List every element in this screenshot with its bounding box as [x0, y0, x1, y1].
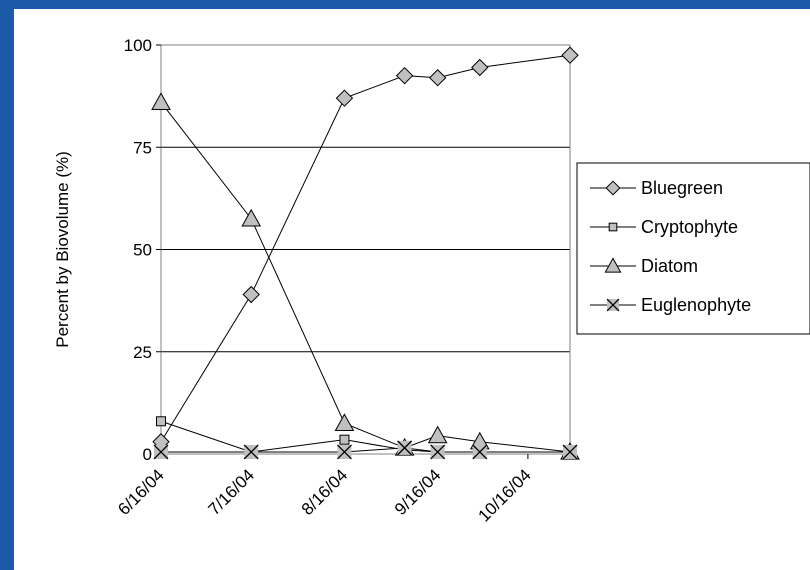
y-tick-label: 50 [133, 241, 152, 260]
data-point-bluegreen [561, 46, 579, 64]
y-tick-label: 100 [124, 36, 152, 55]
legend-label-bluegreen: Bluegreen [641, 178, 723, 198]
data-point-euglenophyte [336, 444, 352, 460]
x-tick-label: 7/16/04 [204, 465, 258, 519]
y-tick-label: 75 [133, 138, 152, 157]
series-line-bluegreen [160, 54, 571, 442]
x-marker-stroke [397, 440, 413, 456]
x-marker-stroke [336, 444, 352, 460]
series-line-diatom [160, 101, 571, 453]
data-point-diatom [427, 425, 448, 444]
data-point-bluegreen [395, 66, 414, 85]
series-line-euglenophyte [161, 447, 570, 453]
y-tick-label: 25 [133, 343, 152, 362]
legend-label-diatom: Diatom [641, 256, 698, 276]
data-point-euglenophyte [243, 444, 259, 460]
data-point-euglenophyte [472, 444, 488, 460]
data-point-euglenophyte [153, 444, 169, 460]
data-point-diatom [334, 413, 355, 432]
x-tick-label: 10/16/04 [474, 465, 534, 525]
legend-label-euglenophyte: Euglenophyte [641, 295, 751, 315]
x-marker-stroke [430, 444, 446, 460]
y-tick-label: 0 [143, 445, 152, 464]
chart-frame: 0 25 50 75 100 6/16/04 7/16/04 8/16/04 9/16/04 1… [14, 9, 810, 570]
legend-marker-diatom [604, 257, 622, 273]
x-marker-stroke [472, 444, 488, 460]
series-markers [151, 46, 580, 460]
legend-label-cryptophyte: Cryptophyte [641, 217, 738, 237]
x-tick-label: 6/16/04 [114, 465, 168, 519]
data-point-bluegreen [428, 69, 447, 87]
x-tick-label: 9/16/04 [391, 465, 445, 519]
data-point-bluegreen [335, 89, 354, 107]
data-point-euglenophyte [430, 444, 446, 460]
x-marker-stroke [606, 298, 620, 312]
x-marker-stroke [243, 444, 259, 460]
data-point-euglenophyte [397, 440, 413, 456]
gridlines [160, 44, 570, 455]
data-point-euglenophyte [562, 444, 578, 460]
legend-marker-euglenophyte [606, 298, 620, 312]
data-point-diatom [241, 208, 262, 227]
line-chart: 0 25 50 75 100 6/16/04 7/16/04 8/16/04 9/16/04 1… [53, 36, 810, 526]
series-line-cryptophyte [160, 420, 570, 453]
x-marker-stroke [153, 444, 169, 460]
data-point-diatom [151, 92, 171, 110]
y-axis-title: Percent by Biovolume (%) [53, 151, 72, 348]
x-axis-ticks: 6/16/04 7/16/04 8/16/04 9/16/04 10/16/04 [114, 454, 535, 526]
data-point-cryptophyte [339, 434, 350, 445]
series-lines [160, 54, 571, 453]
legend-marker-cryptophyte [608, 222, 618, 232]
data-point-bluegreen [242, 285, 260, 304]
data-point-bluegreen [471, 58, 489, 77]
x-tick-label: 8/16/04 [298, 465, 352, 519]
y-axis-ticks: 0 25 50 75 100 [124, 36, 161, 464]
data-point-cryptophyte [156, 416, 166, 427]
legend: Bluegreen Cryptophyte Diatom Euglenophyte [576, 162, 810, 335]
x-marker-stroke [562, 444, 578, 460]
legend-marker-bluegreen [605, 180, 621, 196]
